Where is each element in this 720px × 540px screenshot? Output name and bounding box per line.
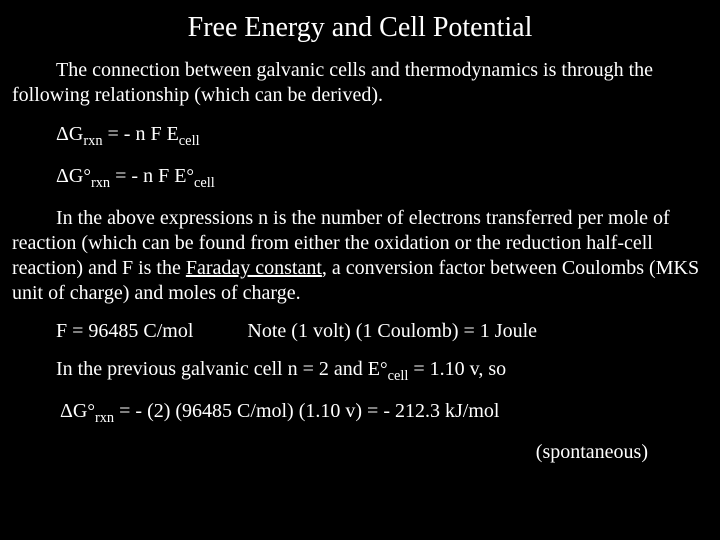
explanation-paragraph: In the above expressions n is the number… [12, 206, 708, 306]
eq1-cell: cell [179, 133, 200, 149]
calc-delta: Δ [60, 400, 73, 422]
eq2-rxn: rxn [91, 175, 110, 191]
equation-1: ΔGrxn = - n F Ecell [56, 122, 708, 150]
calc-rxn: rxn [95, 410, 114, 426]
f-value-row: F = 96485 C/mol Note (1 volt) (1 Coulomb… [56, 320, 708, 343]
eq2-cell: cell [194, 175, 215, 191]
calc-G: G [73, 400, 87, 422]
unit-note: Note (1 volt) (1 Coulomb) = 1 Joule [247, 320, 537, 343]
eq2-G: G [69, 165, 83, 187]
calc-deg: ° [87, 401, 95, 422]
eq2-rhs: = - n F E [110, 165, 186, 187]
spontaneous-label: (spontaneous) [12, 441, 708, 464]
eq1-G: G [69, 123, 83, 145]
equation-2: ΔG°rxn = - n F E°cell [56, 164, 708, 192]
faraday-constant-label: Faraday constant [186, 257, 322, 279]
previous-cell-line: In the previous galvanic cell n = 2 and … [56, 357, 708, 385]
prev-part2: = 1.10 v, so [408, 358, 506, 380]
eq2-deg: ° [83, 166, 91, 187]
eq2-deg2: ° [186, 166, 194, 187]
eq1-rxn: rxn [83, 133, 102, 149]
slide-title: Free Energy and Cell Potential [12, 12, 708, 44]
slide: Free Energy and Cell Potential The conne… [0, 0, 720, 540]
intro-paragraph: The connection between galvanic cells an… [12, 58, 708, 108]
eq1-delta: Δ [56, 123, 69, 145]
calc-rhs: = - (2) (96485 C/mol) (1.10 v) = - 212.3… [114, 400, 499, 422]
prev-part1: In the previous galvanic cell n = 2 and … [56, 358, 380, 380]
f-value: F = 96485 C/mol [56, 320, 193, 343]
eq2-delta: Δ [56, 165, 69, 187]
eq1-rhs: = - n F E [103, 123, 179, 145]
calculation-line: ΔG°rxn = - (2) (96485 C/mol) (1.10 v) = … [60, 399, 708, 427]
prev-deg: ° [380, 359, 388, 380]
prev-cell: cell [388, 368, 409, 384]
